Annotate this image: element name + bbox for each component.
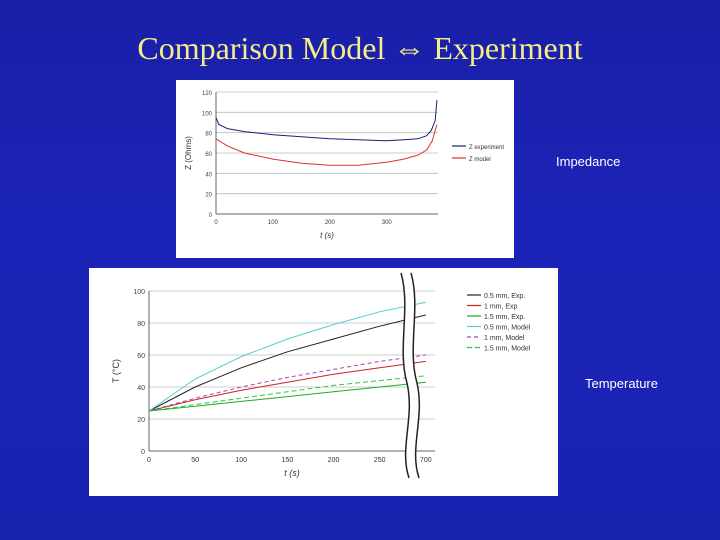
temperature-x-axis-label: t (s) (284, 468, 300, 478)
temperature-chart: 0 20 40 60 80 100 0 50 100 150 200 250 700 t (s) T (°C… (111, 272, 531, 479)
temperature-y-tick-label: 60 (137, 353, 145, 360)
temperature-y-tick-label: 40 (137, 385, 145, 392)
impedance-y-tick-label: 20 (205, 193, 212, 199)
impedance-legend-label: Z experiment (469, 145, 504, 151)
impedance-y-axis-label: Z (Ohms) (184, 136, 193, 170)
impedance-y-tick-label: 0 (209, 213, 213, 219)
impedance-legend-label: Z model (469, 157, 491, 163)
temperature-series-line-2 (148, 381, 426, 412)
temperature-y-tick-label: 100 (133, 289, 145, 296)
temperature-chart-panel: 0 20 40 60 80 100 0 50 100 150 200 250 700 t (s) T (°C… (89, 268, 558, 496)
temperature-y-tick-label: 80 (137, 321, 145, 328)
impedance-y-tick-label: 80 (205, 132, 212, 138)
temperature-series-line-3 (148, 301, 426, 412)
impedance-x-tick-label: 300 (382, 220, 393, 226)
temperature-series-line-0 (148, 314, 426, 412)
temperature-label: Temperature (585, 376, 658, 391)
temperature-x-tick-label: 700 (420, 457, 432, 464)
temperature-y-axis-label: T (°C) (111, 359, 121, 383)
temperature-series-line-1 (148, 360, 426, 412)
temperature-x-tick-label: 0 (147, 457, 151, 464)
temperature-x-tick-label: 150 (282, 457, 294, 464)
impedance-y-tick-label: 100 (202, 111, 213, 117)
temperature-legend-label: 1 mm, Exp (484, 304, 518, 311)
impedance-series-line-0 (215, 100, 438, 142)
temperature-legend-label: 1 mm, Model (484, 335, 525, 342)
temperature-y-tick-label: 20 (137, 417, 145, 424)
impedance-x-tick-label: 0 (214, 220, 218, 226)
temperature-x-tick-label: 50 (191, 457, 199, 464)
temperature-legend-label: 0.5 mm, Exp. (484, 293, 525, 300)
impedance-y-tick-label: 60 (205, 152, 212, 158)
temperature-y-tick-label: 0 (141, 449, 145, 456)
temperature-x-tick-label: 200 (328, 457, 340, 464)
impedance-series-line-1 (215, 124, 438, 166)
impedance-x-axis-label: t (s) (320, 231, 334, 240)
temperature-x-tick-label: 250 (374, 457, 386, 464)
impedance-chart-panel: 0 20 40 60 80 100 120 0 100 200 300 t (s) Z (Ohms) Z … (176, 80, 514, 258)
impedance-x-tick-label: 100 (268, 220, 279, 226)
temperature-series-line-4 (148, 354, 426, 412)
impedance-y-tick-label: 120 (202, 91, 213, 97)
impedance-chart: 0 20 40 60 80 100 120 0 100 200 300 t (s) Z (Ohms) Z … (184, 91, 504, 240)
axis-break-band (401, 273, 420, 478)
impedance-label: Impedance (556, 154, 621, 169)
axis-break-line (410, 272, 421, 479)
impedance-y-tick-label: 40 (205, 172, 212, 178)
temperature-series-line-5 (148, 375, 426, 412)
temperature-x-tick-label: 100 (235, 457, 247, 464)
impedance-x-tick-label: 200 (325, 220, 336, 226)
slide-title: Comparison Model ⇔ Experiment (137, 30, 583, 66)
temperature-legend-label: 0.5 mm, Model (484, 325, 531, 332)
temperature-legend-label: 1.5 mm, Exp. (484, 314, 525, 321)
axis-break-line (400, 272, 411, 479)
temperature-legend-label: 1.5 mm, Model (484, 346, 531, 353)
